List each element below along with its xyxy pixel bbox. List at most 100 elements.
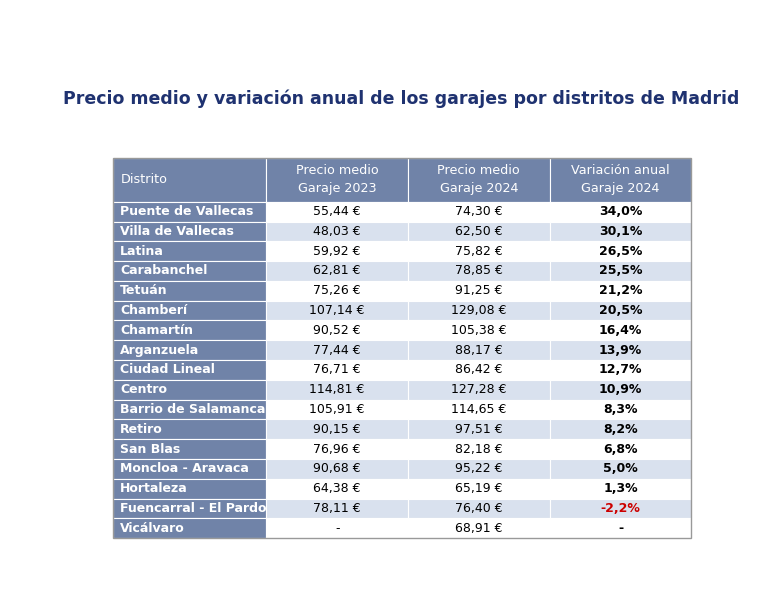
Text: Fuencarral - El Pardo: Fuencarral - El Pardo <box>121 502 267 515</box>
Text: 82,18 €: 82,18 € <box>455 442 503 456</box>
Text: Precio medio
Garaje 2023: Precio medio Garaje 2023 <box>296 164 378 196</box>
Text: 68,91 €: 68,91 € <box>455 522 503 535</box>
FancyBboxPatch shape <box>113 158 266 202</box>
Text: 90,52 €: 90,52 € <box>313 324 361 337</box>
FancyBboxPatch shape <box>266 400 408 419</box>
FancyBboxPatch shape <box>408 518 550 538</box>
FancyBboxPatch shape <box>113 340 266 360</box>
Text: -2,2%: -2,2% <box>601 502 640 515</box>
Text: Hortaleza: Hortaleza <box>121 482 188 495</box>
FancyBboxPatch shape <box>266 241 408 261</box>
Text: Tetuán: Tetuán <box>121 284 168 298</box>
FancyBboxPatch shape <box>550 419 691 439</box>
FancyBboxPatch shape <box>408 380 550 400</box>
FancyBboxPatch shape <box>113 261 266 281</box>
Text: Centro: Centro <box>121 383 168 396</box>
FancyBboxPatch shape <box>408 419 550 439</box>
Text: 30,1%: 30,1% <box>599 225 642 238</box>
FancyBboxPatch shape <box>408 360 550 380</box>
FancyBboxPatch shape <box>550 380 691 400</box>
FancyBboxPatch shape <box>550 459 691 479</box>
FancyBboxPatch shape <box>113 380 266 400</box>
Text: 77,44 €: 77,44 € <box>313 343 361 357</box>
FancyBboxPatch shape <box>408 301 550 320</box>
Text: 127,28 €: 127,28 € <box>451 383 507 396</box>
Text: 75,82 €: 75,82 € <box>455 244 503 258</box>
FancyBboxPatch shape <box>550 340 691 360</box>
FancyBboxPatch shape <box>113 320 266 340</box>
Text: Variación anual
Garaje 2024: Variación anual Garaje 2024 <box>571 164 669 196</box>
Text: 78,85 €: 78,85 € <box>455 265 503 277</box>
Text: 64,38 €: 64,38 € <box>313 482 361 495</box>
Text: 76,71 €: 76,71 € <box>313 364 361 376</box>
Text: Distrito: Distrito <box>121 174 168 186</box>
FancyBboxPatch shape <box>113 459 266 479</box>
FancyBboxPatch shape <box>408 222 550 241</box>
FancyBboxPatch shape <box>113 400 266 419</box>
Text: 5,0%: 5,0% <box>603 463 638 475</box>
FancyBboxPatch shape <box>550 222 691 241</box>
FancyBboxPatch shape <box>266 281 408 301</box>
FancyBboxPatch shape <box>266 459 408 479</box>
Text: 75,26 €: 75,26 € <box>313 284 361 298</box>
Text: 86,42 €: 86,42 € <box>455 364 503 376</box>
Text: 62,81 €: 62,81 € <box>313 265 361 277</box>
FancyBboxPatch shape <box>550 241 691 261</box>
FancyBboxPatch shape <box>113 439 266 459</box>
Text: 90,15 €: 90,15 € <box>313 423 361 436</box>
FancyBboxPatch shape <box>550 281 691 301</box>
FancyBboxPatch shape <box>550 499 691 518</box>
FancyBboxPatch shape <box>266 261 408 281</box>
Text: 34,0%: 34,0% <box>599 205 642 218</box>
Text: 8,2%: 8,2% <box>603 423 638 436</box>
FancyBboxPatch shape <box>113 360 266 380</box>
FancyBboxPatch shape <box>550 439 691 459</box>
Text: Retiro: Retiro <box>121 423 163 436</box>
FancyBboxPatch shape <box>266 202 408 222</box>
Text: Vicálvaro: Vicálvaro <box>121 522 185 535</box>
Text: 114,81 €: 114,81 € <box>309 383 365 396</box>
FancyBboxPatch shape <box>408 320 550 340</box>
FancyBboxPatch shape <box>408 499 550 518</box>
Text: Barrio de Salamanca: Barrio de Salamanca <box>121 403 265 416</box>
FancyBboxPatch shape <box>266 419 408 439</box>
FancyBboxPatch shape <box>266 380 408 400</box>
Text: 25,5%: 25,5% <box>599 265 642 277</box>
Text: 105,38 €: 105,38 € <box>451 324 507 337</box>
FancyBboxPatch shape <box>408 281 550 301</box>
FancyBboxPatch shape <box>113 301 266 320</box>
FancyBboxPatch shape <box>550 320 691 340</box>
Text: Precio medio
Garaje 2024: Precio medio Garaje 2024 <box>438 164 520 196</box>
Text: Chamberí: Chamberí <box>121 304 187 317</box>
FancyBboxPatch shape <box>550 301 691 320</box>
FancyBboxPatch shape <box>408 459 550 479</box>
Text: -: - <box>618 522 623 535</box>
Text: Precio medio y variación anual de los garajes por distritos de Madrid: Precio medio y variación anual de los ga… <box>63 90 739 108</box>
FancyBboxPatch shape <box>113 202 266 222</box>
Text: -: - <box>335 522 339 535</box>
Text: Carabanchel: Carabanchel <box>121 265 207 277</box>
FancyBboxPatch shape <box>113 281 266 301</box>
FancyBboxPatch shape <box>408 158 550 202</box>
Text: 20,5%: 20,5% <box>599 304 642 317</box>
Text: 76,96 €: 76,96 € <box>313 442 361 456</box>
Text: Puente de Vallecas: Puente de Vallecas <box>121 205 254 218</box>
Text: 65,19 €: 65,19 € <box>455 482 503 495</box>
FancyBboxPatch shape <box>113 419 266 439</box>
Text: 8,3%: 8,3% <box>603 403 638 416</box>
Text: 21,2%: 21,2% <box>599 284 642 298</box>
Text: 129,08 €: 129,08 € <box>451 304 507 317</box>
FancyBboxPatch shape <box>113 518 266 538</box>
FancyBboxPatch shape <box>550 202 691 222</box>
FancyBboxPatch shape <box>266 340 408 360</box>
FancyBboxPatch shape <box>408 400 550 419</box>
FancyBboxPatch shape <box>550 479 691 499</box>
Text: 105,91 €: 105,91 € <box>309 403 365 416</box>
Text: 6,8%: 6,8% <box>603 442 638 456</box>
Text: 90,68 €: 90,68 € <box>313 463 361 475</box>
FancyBboxPatch shape <box>408 241 550 261</box>
Text: Chamartín: Chamartín <box>121 324 193 337</box>
FancyBboxPatch shape <box>266 158 408 202</box>
FancyBboxPatch shape <box>113 222 266 241</box>
Text: 55,44 €: 55,44 € <box>313 205 361 218</box>
